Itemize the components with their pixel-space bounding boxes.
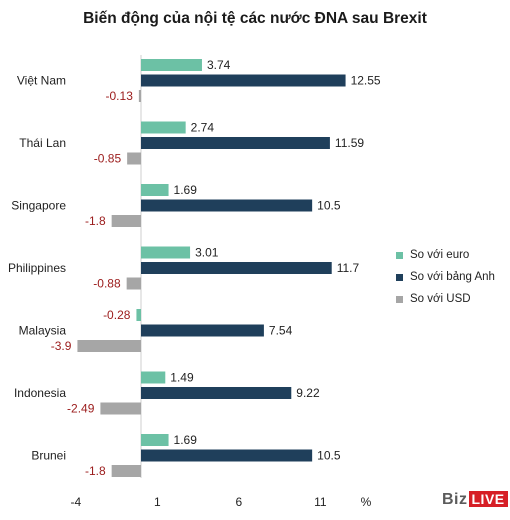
category-label-3: Philippines	[8, 261, 66, 275]
legend-swatch-euro	[396, 251, 403, 259]
bar-0-2	[138, 90, 141, 102]
bar-4-1	[141, 324, 264, 337]
bar-4-2	[77, 340, 141, 352]
bar-6-2	[111, 465, 141, 477]
bar-1-1	[141, 137, 330, 149]
value-label-0-1: 12.55	[351, 74, 381, 88]
value-label-4-0: -0.28	[103, 308, 131, 322]
x-tick-label-3: 11	[314, 495, 327, 509]
x-tick-label-1: 1	[154, 495, 161, 509]
logo-biz-text: Biz	[442, 491, 468, 508]
bar-2-2	[111, 215, 141, 227]
x-tick-label-0: -4	[70, 495, 81, 509]
value-label-6-1: 10.5	[317, 449, 341, 463]
bizlive-logo: Biz LIVE	[442, 491, 508, 509]
category-label-1: Thái Lan	[19, 136, 66, 150]
value-label-5-2: -2.49	[67, 402, 95, 416]
legend-swatch-usd	[396, 295, 403, 303]
bar-0-1	[141, 74, 346, 87]
value-label-3-2: -0.88	[93, 277, 121, 291]
bar-3-0	[141, 246, 191, 259]
chart-title: Biến động của nội tệ các nước ĐNA sau Br…	[83, 10, 427, 27]
legend-swatch-gbp	[396, 273, 403, 281]
bar-3-2	[126, 277, 141, 290]
legend-item-euro: So với euro	[396, 244, 495, 266]
value-label-0-0: 3.74	[207, 58, 231, 72]
value-label-0-2: -0.13	[106, 89, 134, 103]
value-label-1-2: -0.85	[94, 152, 122, 166]
value-label-2-2: -1.8	[85, 214, 106, 228]
category-label-6: Brunei	[31, 449, 66, 463]
category-label-0: Việt Nam	[17, 74, 66, 88]
bar-2-0	[141, 184, 169, 196]
category-label-4: Malaysia	[19, 324, 67, 338]
value-label-2-0: 1.69	[174, 183, 198, 197]
category-label-2: Singapore	[11, 199, 66, 213]
value-label-5-1: 9.22	[296, 386, 320, 400]
legend-item-gbp: So với bảng Anh	[396, 266, 495, 288]
bar-2-1	[141, 199, 313, 212]
bar-5-1	[141, 387, 292, 399]
bar-6-1	[141, 449, 313, 462]
legend: So với euro So với bảng Anh So với USD	[396, 244, 495, 310]
bar-1-2	[127, 152, 141, 165]
bar-5-2	[100, 402, 141, 415]
category-label-5: Indonesia	[14, 386, 66, 400]
value-label-4-2: -3.9	[51, 339, 72, 353]
legend-label-gbp: So với bảng Anh	[410, 271, 495, 283]
value-label-4-1: 7.54	[269, 324, 293, 338]
bar-6-0	[141, 434, 169, 446]
value-label-3-1: 11.7	[337, 261, 360, 275]
value-label-6-0: 1.69	[174, 433, 198, 447]
value-label-5-0: 1.49	[170, 371, 194, 385]
bar-0-0	[141, 59, 202, 71]
legend-label-usd: So với USD	[410, 293, 471, 305]
value-label-6-2: -1.8	[85, 464, 106, 478]
value-label-2-1: 10.5	[317, 199, 341, 213]
logo-live-text: LIVE	[468, 491, 508, 507]
x-unit-label: %	[361, 495, 372, 509]
value-label-1-0: 2.74	[191, 121, 215, 135]
bar-5-0	[141, 371, 166, 384]
x-tick-label-2: 6	[235, 495, 242, 509]
bar-3-1	[141, 262, 332, 274]
value-label-3-0: 3.01	[195, 246, 219, 260]
legend-label-euro: So với euro	[410, 249, 470, 261]
bar-1-0	[141, 121, 186, 134]
value-label-1-1: 11.59	[335, 136, 364, 150]
bar-4-0	[136, 309, 141, 321]
legend-item-usd: So với USD	[396, 288, 495, 310]
